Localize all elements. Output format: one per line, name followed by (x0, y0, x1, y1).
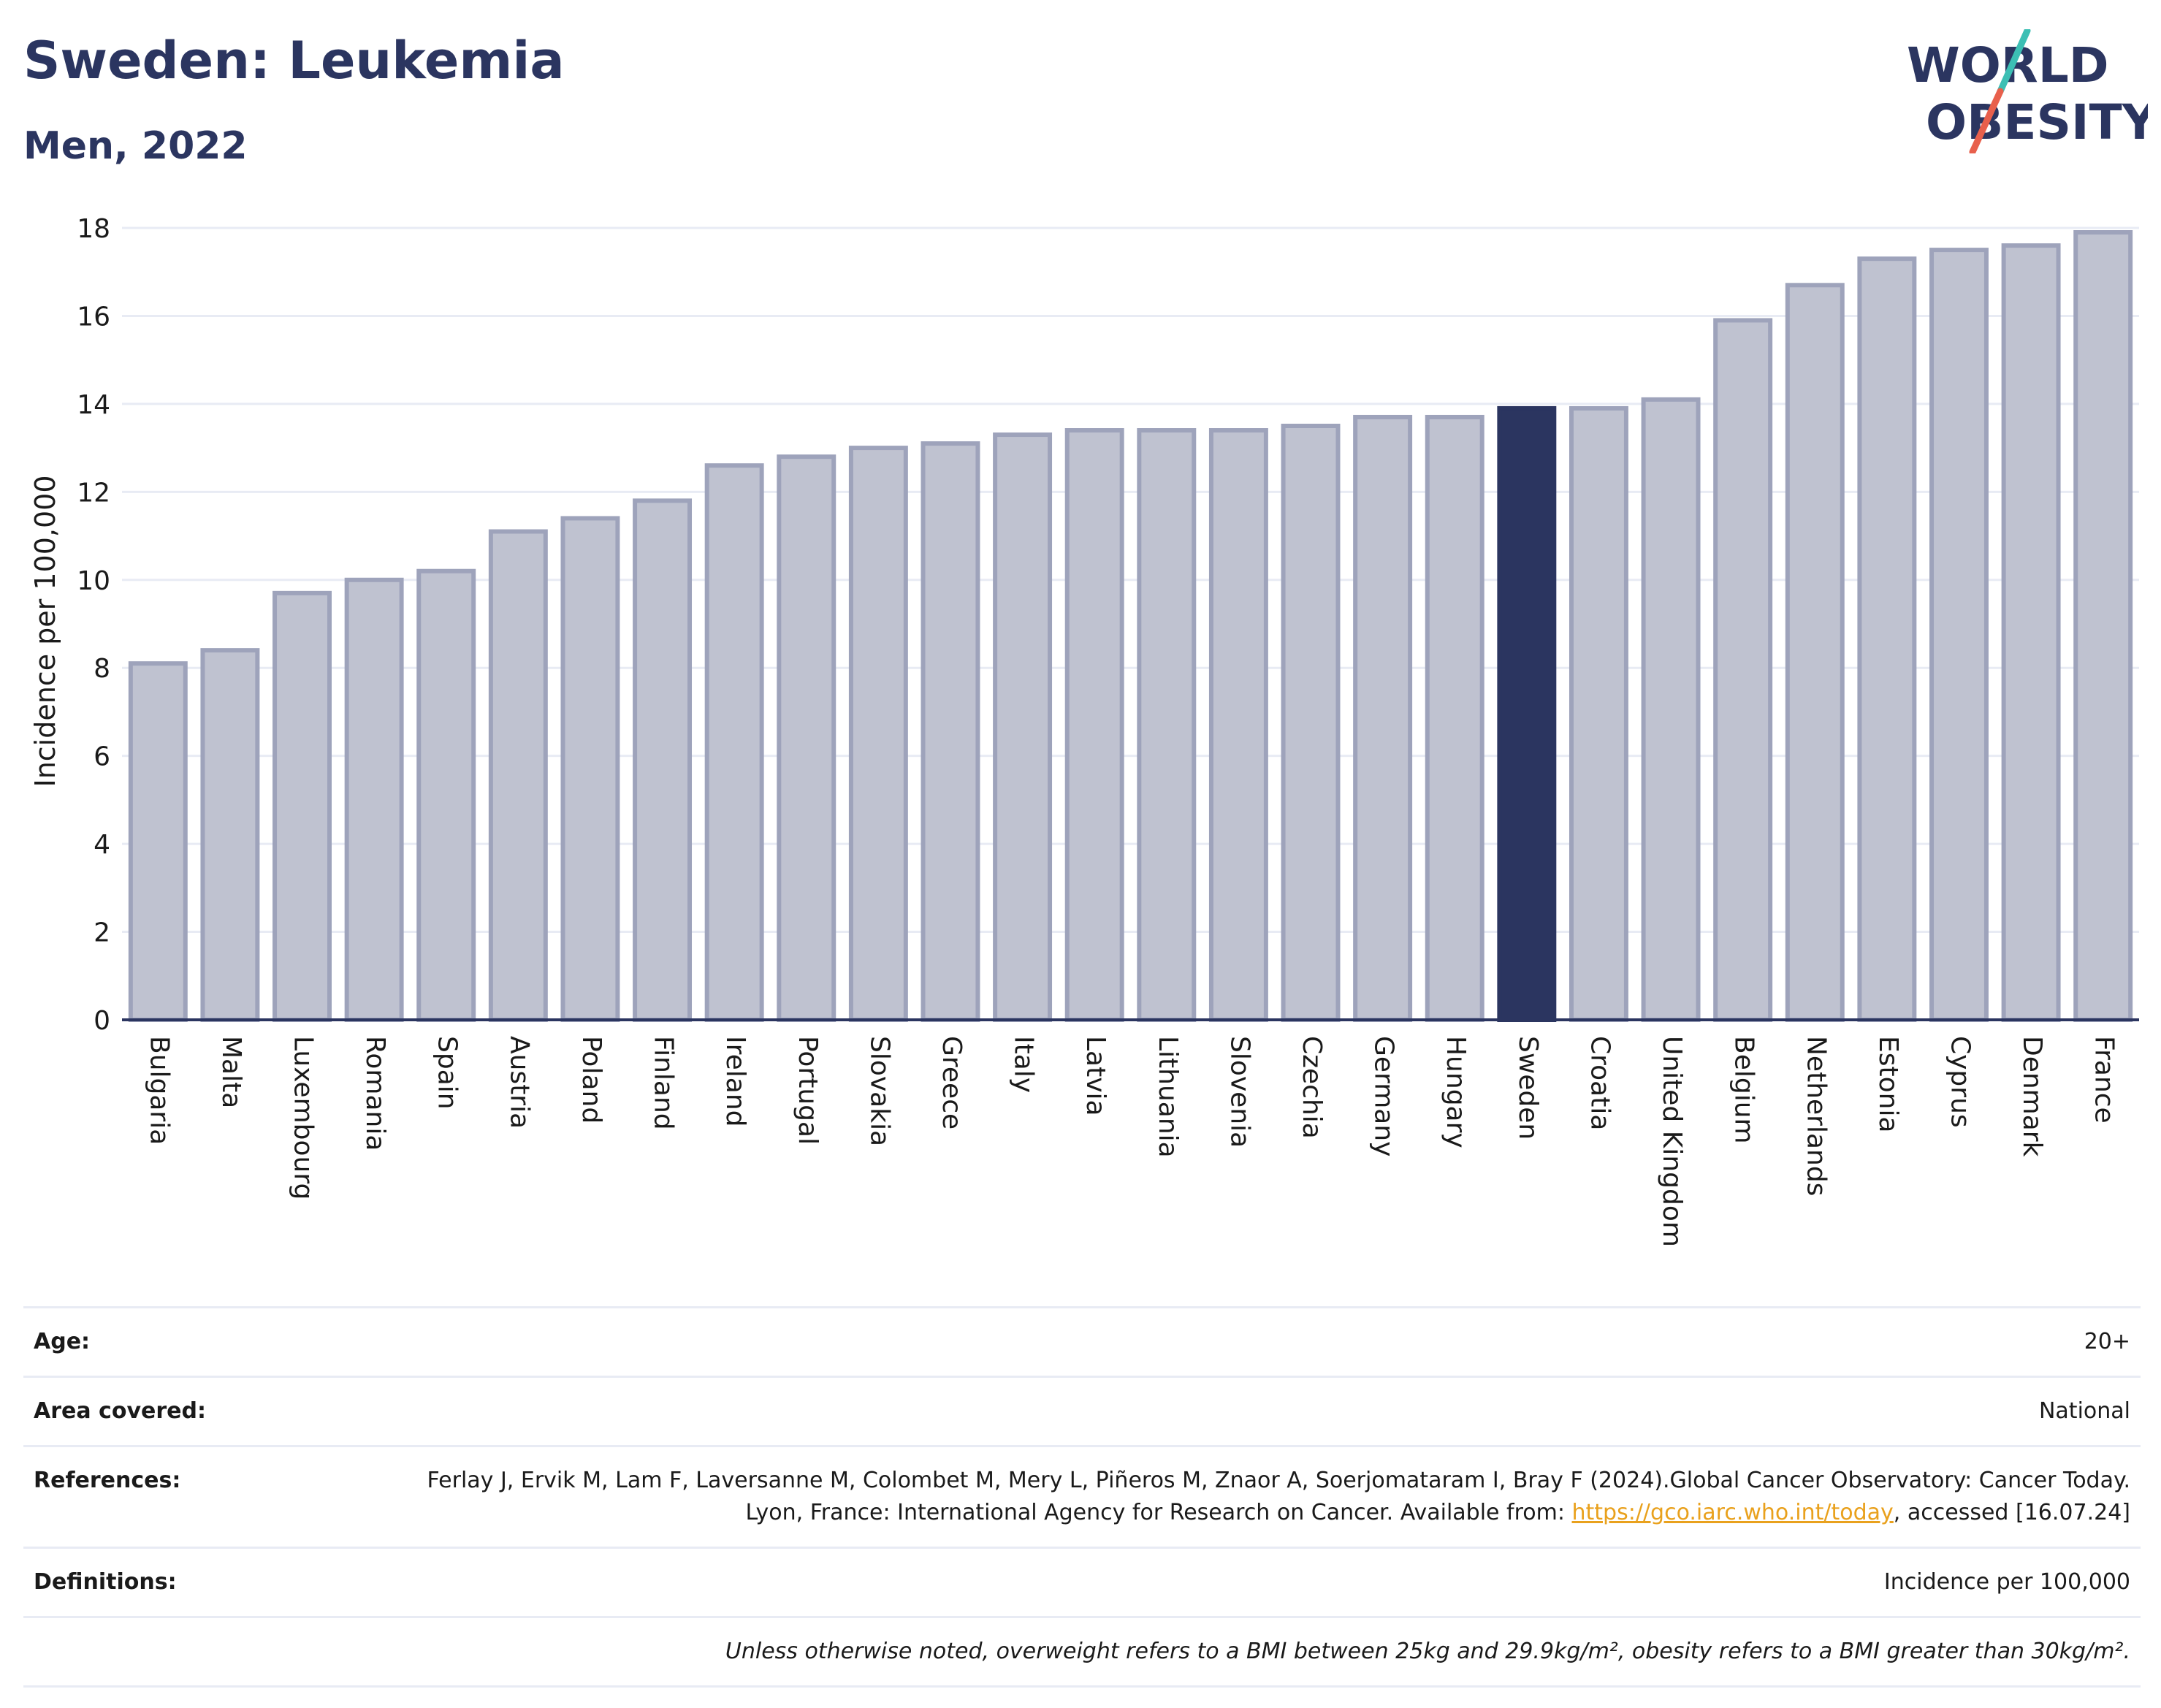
x-tick-label: Poland (576, 1036, 606, 1124)
bar-czechia (1281, 424, 1341, 1022)
x-tick-label: Austria (504, 1036, 534, 1129)
references-text: Ferlay J, Ervik M, Lam F, Laversanne M, … (427, 1468, 2130, 1525)
bar-spain (416, 568, 476, 1022)
meta-row-area: Area covered: National (23, 1376, 2141, 1445)
age-value: 20+ (2084, 1329, 2130, 1354)
x-tick-label: Belgium (1729, 1036, 1759, 1144)
bar-croatia (1569, 405, 1628, 1022)
bar-slovakia (848, 446, 908, 1023)
y-tick-label: 8 (94, 654, 110, 684)
x-tick-label: Sweden (1513, 1036, 1543, 1140)
y-tick-label: 18 (77, 214, 110, 244)
world-obesity-logo: WORLD OBESITY (1907, 29, 2148, 153)
y-axis-ticks: 0 2 4 6 8 10 12 14 16 18 (77, 214, 110, 1036)
chart-title: Sweden: Leukemia (23, 31, 565, 91)
bar-latvia (1064, 428, 1124, 1022)
meta-row-definitions: Definitions: Incidence per 100,000 (23, 1547, 2141, 1616)
bar-romania (344, 577, 404, 1022)
bar-united-kingdom (1641, 397, 1701, 1023)
bar-cyprus (1929, 248, 1989, 1023)
x-tick-label: Lithuania (1153, 1036, 1183, 1158)
bar-finland (633, 498, 693, 1022)
x-tick-label: Estonia (1873, 1036, 1903, 1133)
x-tick-label: Germany (1369, 1036, 1399, 1156)
x-tick-label: Luxembourg (289, 1036, 319, 1200)
x-tick-label: Cyprus (1945, 1036, 1975, 1128)
y-tick-label: 16 (77, 302, 110, 332)
x-tick-label: Czechia (1297, 1036, 1327, 1139)
y-tick-label: 0 (94, 1006, 110, 1036)
meta-row-note: Unless otherwise noted, overweight refer… (23, 1616, 2141, 1688)
chart-subtitle: Men, 2022 (23, 124, 248, 168)
logo-line2: OBESITY (1926, 94, 2148, 150)
bar-france (2073, 230, 2133, 1023)
x-tick-label: Croatia (1585, 1036, 1615, 1130)
bar-netherlands (1785, 283, 1845, 1023)
references-link[interactable]: https://gco.iarc.who.int/today (1571, 1500, 1894, 1525)
y-tick-label: 10 (77, 566, 110, 596)
bar-austria (488, 529, 548, 1022)
y-tick-label: 4 (94, 830, 110, 860)
x-tick-label: Romania (360, 1036, 390, 1151)
bar-slovenia (1208, 428, 1268, 1022)
bar-portugal (777, 454, 836, 1022)
y-tick-label: 2 (94, 918, 110, 948)
bar-greece (921, 441, 980, 1023)
bar-lithuania (1137, 428, 1197, 1022)
x-tick-label: Slovakia (864, 1036, 894, 1146)
bar-bulgaria (128, 661, 188, 1022)
x-tick-label: Latvia (1080, 1036, 1110, 1116)
x-tick-label: United Kingdom (1657, 1036, 1687, 1247)
bar-luxembourg (272, 590, 332, 1022)
bar-chart: 0 2 4 6 8 10 12 14 16 18 Bulgaria Malta Luxembourg R… (29, 214, 2139, 1247)
x-tick-label: Italy (1009, 1036, 1039, 1093)
meta-row-references: References: Ferlay J, Ervik M, Lam F, La… (23, 1445, 2141, 1547)
x-tick-label: France (2089, 1036, 2119, 1124)
references-accessed: , accessed [16.07.24] (1893, 1500, 2130, 1525)
bar-sweden (1497, 405, 1557, 1022)
bars (128, 230, 2133, 1023)
bar-poland (560, 516, 620, 1022)
logo-slash-bottom (1969, 88, 2004, 153)
area-value: National (2038, 1398, 2130, 1424)
x-tick-label: Bulgaria (144, 1036, 174, 1145)
x-tick-label: Spain (432, 1036, 462, 1110)
bar-denmark (2001, 243, 2061, 1023)
x-tick-label: Ireland (720, 1036, 750, 1127)
bar-hungary (1425, 414, 1485, 1022)
x-tick-label: Slovenia (1224, 1036, 1254, 1148)
x-tick-label: Malta (216, 1036, 246, 1108)
meta-row-age: Age: 20+ (23, 1306, 2141, 1376)
y-tick-label: 14 (77, 390, 110, 420)
y-axis-label: Incidence per 100,000 (29, 475, 61, 787)
y-tick-label: 12 (77, 478, 110, 508)
definitions-label: Definitions: (34, 1569, 177, 1595)
x-tick-label: Finland (649, 1036, 679, 1130)
x-tick-label: Portugal (793, 1036, 823, 1145)
bar-italy (993, 432, 1053, 1022)
bmi-note: Unless otherwise noted, overweight refer… (725, 1639, 2130, 1664)
area-label: Area covered: (34, 1398, 206, 1424)
x-tick-label: Hungary (1441, 1036, 1471, 1148)
age-label: Age: (34, 1329, 91, 1354)
y-tick-label: 6 (94, 742, 110, 772)
bar-estonia (1857, 256, 1917, 1023)
bar-malta (200, 648, 260, 1023)
bar-germany (1353, 414, 1413, 1022)
references-label: References: (34, 1468, 181, 1493)
bar-ireland (704, 463, 764, 1022)
x-tick-label: Greece (937, 1036, 967, 1129)
x-axis-ticks: Bulgaria Malta Luxembourg Romania Spain Austr… (144, 1036, 2119, 1247)
metadata-table: Age: 20+ Area covered: National Referenc… (23, 1306, 2141, 1688)
references-value: Ferlay J, Ervik M, Lam F, Laversanne M, … (399, 1465, 2130, 1529)
logo-line1: WORLD (1907, 37, 2109, 94)
x-tick-label: Netherlands (1801, 1036, 1831, 1196)
logo-slash-top (1997, 29, 2031, 95)
x-tick-label: Denmark (2017, 1036, 2047, 1157)
definitions-value: Incidence per 100,000 (1883, 1569, 2130, 1595)
bar-belgium (1713, 318, 1773, 1022)
